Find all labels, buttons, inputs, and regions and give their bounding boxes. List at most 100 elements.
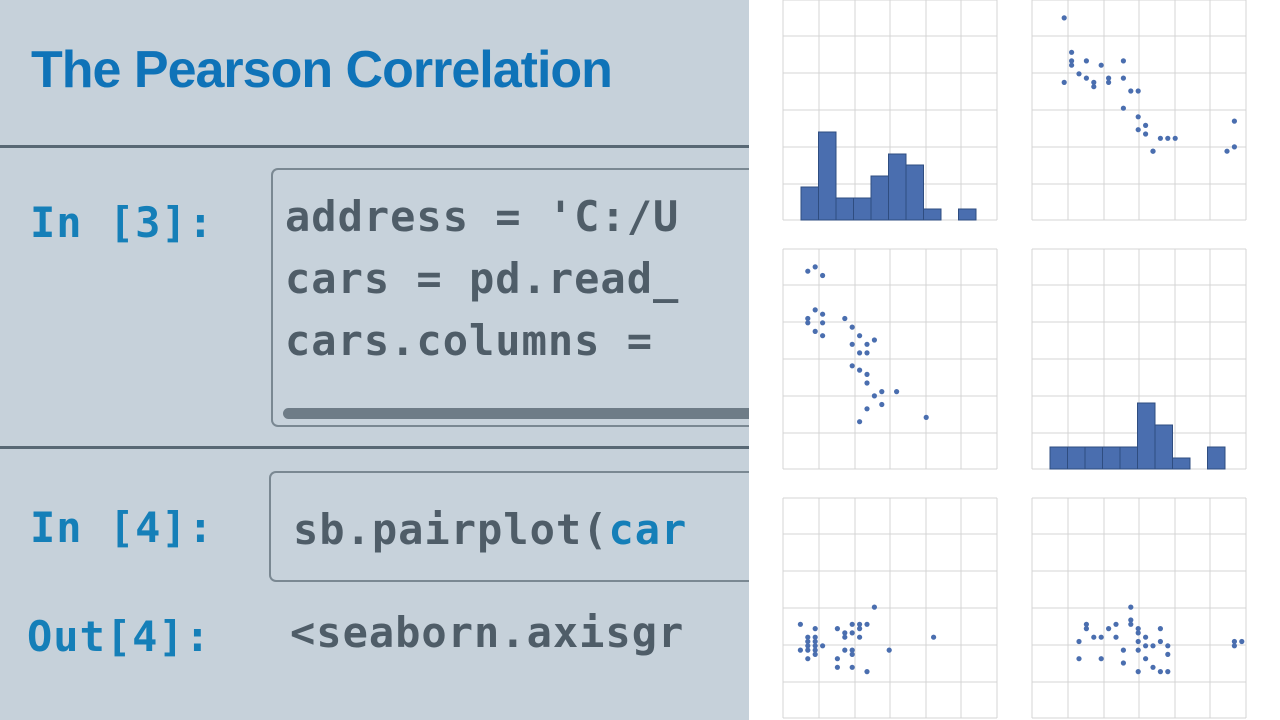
scatter-point (1106, 626, 1112, 632)
histogram-bar (1119, 446, 1138, 470)
scatter-point (1128, 88, 1134, 94)
code-cell-4[interactable]: sb.pairplot(car (269, 471, 763, 582)
scatter-point (1157, 135, 1163, 141)
scatter-point (1113, 621, 1119, 627)
scatter-point (834, 656, 840, 662)
scatter-point (812, 626, 818, 632)
scatter-point (1069, 49, 1075, 55)
histogram-bar (1172, 457, 1191, 470)
scatter-point (820, 311, 826, 317)
scatter-point (849, 651, 855, 658)
scatter-point (1113, 634, 1119, 640)
scatter-point (1231, 643, 1237, 649)
histogram-bar (870, 175, 889, 221)
histogram-bar (835, 197, 854, 221)
scatter-point (857, 333, 863, 339)
scatter-point (805, 638, 811, 645)
input-prompt-4: In [4]: (30, 503, 215, 552)
scatter-point (1128, 617, 1134, 623)
scatter-point (849, 647, 855, 653)
scatter-point (864, 406, 870, 412)
scatter-point (812, 634, 818, 640)
scatter-point (1128, 621, 1134, 627)
code-cell-3[interactable]: address = 'C:/U cars = pd.read_ cars.col… (271, 168, 763, 427)
scatter-point (864, 341, 870, 347)
scatter-point (1239, 638, 1245, 645)
scatter-point (857, 350, 863, 356)
scatter-point (849, 630, 855, 636)
histogram-bar (905, 164, 924, 221)
scatter-point (1150, 643, 1156, 649)
histogram-bar (958, 208, 977, 221)
histogram-bar (800, 186, 819, 221)
scatter-point (864, 621, 870, 627)
scatter-point (1231, 638, 1237, 645)
scatter-point (879, 401, 885, 408)
scatter-point (1150, 148, 1156, 154)
scatter-point (812, 307, 818, 313)
scatter-point (1157, 626, 1163, 632)
scatter-point (812, 638, 818, 645)
horizontal-scrollbar[interactable] (283, 408, 763, 419)
scatter-point (842, 630, 848, 636)
scatter-point (842, 315, 848, 322)
scatter-point (1157, 669, 1163, 675)
scatter-point (1106, 79, 1112, 85)
scatter-point (1135, 626, 1141, 632)
scatter-point (1083, 58, 1089, 64)
scatter-point (864, 350, 870, 356)
scatter-point (820, 320, 826, 326)
histogram-bar (888, 153, 907, 221)
scatter-point (1128, 604, 1134, 610)
scatter-point (1165, 669, 1171, 675)
scatter-point (849, 324, 855, 330)
scatter-point (1091, 634, 1097, 640)
scatter-point (871, 337, 877, 343)
slide-title: The Pearson Correlation (31, 41, 613, 99)
output-prompt-4: Out[4]: (27, 612, 212, 661)
scatter-point (886, 647, 892, 653)
histogram-bar (1067, 446, 1086, 470)
scatter-point (1143, 656, 1149, 662)
cell-divider-top (0, 145, 760, 148)
scatter-point (1172, 135, 1178, 141)
scatter-point (857, 634, 863, 640)
histogram-bar (853, 197, 872, 221)
scatter-point (820, 333, 826, 339)
scatter-point (1135, 114, 1141, 120)
scatter-point (812, 643, 818, 649)
scatter-point (1224, 148, 1230, 154)
cell-divider-middle (0, 446, 760, 449)
scatter-point (849, 664, 855, 670)
scatter-point (842, 647, 848, 653)
scatter-point (842, 634, 848, 640)
scatter-point (1135, 669, 1141, 675)
scatter-point (1061, 15, 1067, 21)
scatter-point (864, 669, 870, 675)
scatter-point (864, 380, 870, 386)
scatter-point (864, 371, 870, 377)
scatter-point (1061, 79, 1067, 85)
scatter-point (1083, 621, 1089, 627)
scatter-point (797, 621, 803, 627)
scatter-point (857, 419, 863, 425)
scatter-point (1120, 75, 1126, 81)
scatter-point (805, 320, 811, 326)
scatter-point (857, 367, 863, 373)
scatter-point (1143, 122, 1149, 128)
scatter-point (1143, 643, 1149, 649)
scatter-point (1091, 79, 1097, 85)
pairplot-argument: car (608, 505, 688, 554)
scatter-point (857, 626, 863, 632)
scatter-point (1143, 634, 1149, 640)
pairplot-call: sb.pairplot( (293, 505, 609, 554)
code-line-2: cars = pd.read_ (285, 254, 680, 303)
scatter-point (1098, 62, 1104, 68)
scatter-point (820, 643, 826, 649)
scatter-point (894, 389, 900, 395)
scatter-point (1135, 127, 1141, 133)
scatter-point (1143, 131, 1149, 137)
histogram-bar (818, 131, 837, 221)
scatter-point (1120, 105, 1126, 111)
scatter-point (805, 643, 811, 649)
